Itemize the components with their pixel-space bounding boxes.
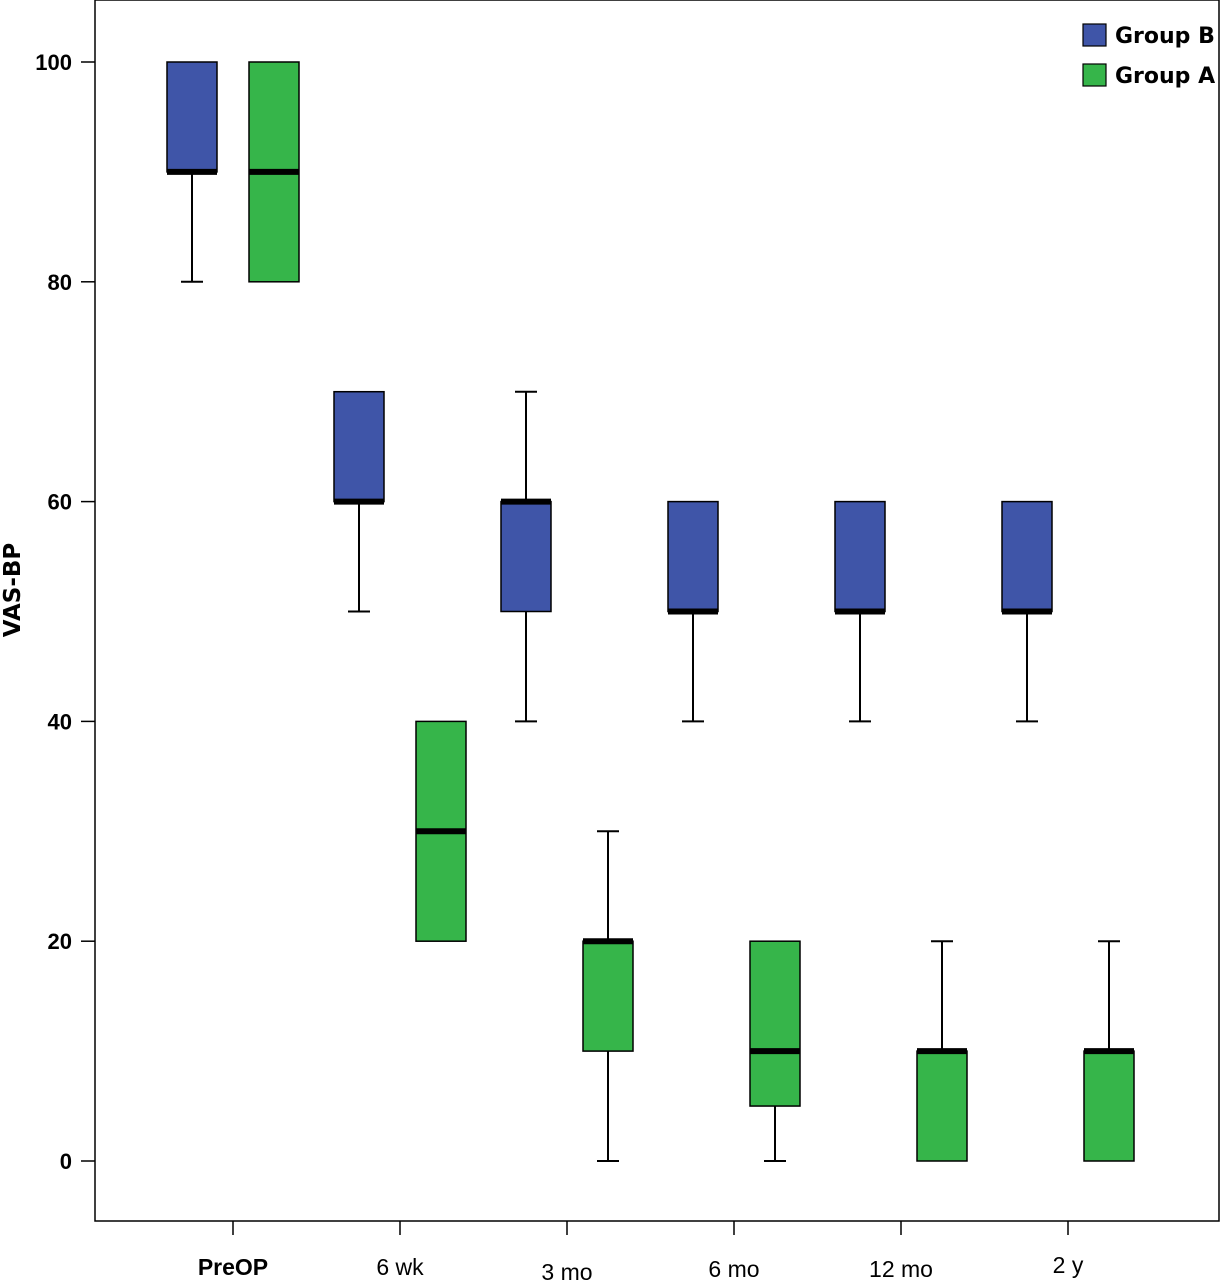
box-group-b-1 (333, 390, 385, 613)
box-group-b-5 (1001, 500, 1053, 723)
y-tick-label: 80 (48, 270, 72, 295)
x-tick-label: 6 wk (376, 1254, 424, 1280)
box-iqr (667, 500, 719, 613)
box-series (166, 61, 1135, 1162)
y-axis-title: VAS-BP (0, 543, 26, 638)
y-tick-label: 40 (48, 709, 72, 734)
plot-frame (94, 0, 1220, 1222)
box-iqr (749, 940, 801, 1107)
box-iqr (1001, 500, 1053, 613)
box-group-b-4 (834, 500, 886, 723)
y-tick-label: 60 (48, 490, 72, 515)
box-group-a-4 (916, 940, 968, 1162)
box-group-b-3 (667, 500, 719, 723)
box-iqr (333, 390, 385, 503)
x-tick-label: 3 mo (541, 1259, 592, 1280)
box-iqr (834, 500, 886, 613)
y-tick-label: 20 (48, 929, 72, 954)
x-tick-label: 6 mo (708, 1256, 759, 1280)
legend-label: Group B (1115, 24, 1215, 49)
y-axis-ticks: 0 20 40 60 80 100 (35, 50, 95, 1174)
x-tick-label: 2 y (1053, 1252, 1084, 1278)
box-iqr (500, 500, 552, 613)
y-tick-label: 0 (60, 1149, 72, 1174)
box-iqr (166, 61, 218, 173)
box-group-a-0 (248, 61, 300, 283)
legend-swatch (1082, 23, 1107, 47)
box-group-a-1 (415, 720, 467, 942)
legend-label: Group A (1115, 64, 1215, 89)
box-group-a-5 (1083, 940, 1135, 1162)
box-iqr (1083, 1050, 1135, 1162)
legend-swatch (1082, 63, 1107, 87)
x-tick-label: 12 mo (869, 1256, 933, 1280)
box-group-b-0 (166, 61, 218, 283)
box-iqr (916, 1050, 968, 1162)
x-tick-label: PreOP (198, 1254, 268, 1280)
x-axis-ticks: PreOP 6 wk 3 mo 6 mo 12 mo 2 y (198, 1221, 1084, 1280)
y-tick-label: 100 (35, 50, 72, 75)
box-iqr (582, 940, 634, 1052)
box-group-b-2 (500, 390, 552, 723)
legend: Group B Group A (1082, 23, 1215, 89)
box-group-a-3 (749, 940, 801, 1162)
box-group-a-2 (582, 830, 634, 1162)
